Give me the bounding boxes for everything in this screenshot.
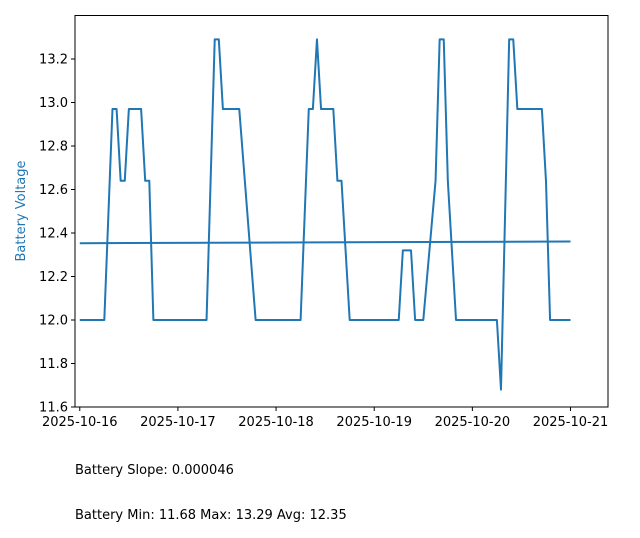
y-tick-label: 12.8 bbox=[39, 140, 68, 155]
y-tick-label: 12.6 bbox=[39, 183, 68, 198]
y-tick-label: 13.0 bbox=[39, 96, 68, 111]
y-tick-label: 12.4 bbox=[39, 227, 68, 242]
battery-trend-line bbox=[79, 240, 571, 245]
axes-frame bbox=[74, 15, 609, 408]
y-axis: 11.6 11.8 12.0 12.2 12.4 12.6 12.8 13.0 13.2 bbox=[39, 53, 75, 416]
battery-voltage-chart: 11.6 11.8 12.0 12.2 12.4 12.6 12.8 13.0 13.2 202… bbox=[14, 15, 609, 430]
y-tick-label: 11.8 bbox=[39, 357, 68, 372]
y-tick-label: 12.0 bbox=[39, 314, 68, 329]
x-tick-label: 2025-10-18 bbox=[238, 415, 314, 430]
x-tick-label: 2025-10-20 bbox=[435, 415, 511, 430]
x-tick-label: 2025-10-17 bbox=[140, 415, 216, 430]
battery-voltage-line bbox=[79, 38, 571, 391]
battery-slope-text: Battery Slope: 0.000046 bbox=[75, 463, 234, 478]
plot-area bbox=[79, 38, 571, 391]
y-axis-label: Battery Voltage bbox=[14, 160, 29, 261]
x-tick-label: 2025-10-16 bbox=[42, 415, 118, 430]
x-axis: 2025-10-16 2025-10-17 2025-10-18 2025-10-19… bbox=[42, 407, 608, 430]
battery-min-max-avg-text: Battery Min: 11.68 Max: 13.29 Avg: 12.35 bbox=[75, 508, 347, 523]
x-tick-label: 2025-10-21 bbox=[533, 415, 609, 430]
stats-text: Battery Slope: 0.000046 Battery Min: 11.… bbox=[75, 433, 347, 538]
y-tick-label: 11.6 bbox=[39, 401, 68, 416]
y-tick-label: 12.2 bbox=[39, 270, 68, 285]
y-tick-label: 13.2 bbox=[39, 53, 68, 68]
x-tick-label: 2025-10-19 bbox=[336, 415, 412, 430]
